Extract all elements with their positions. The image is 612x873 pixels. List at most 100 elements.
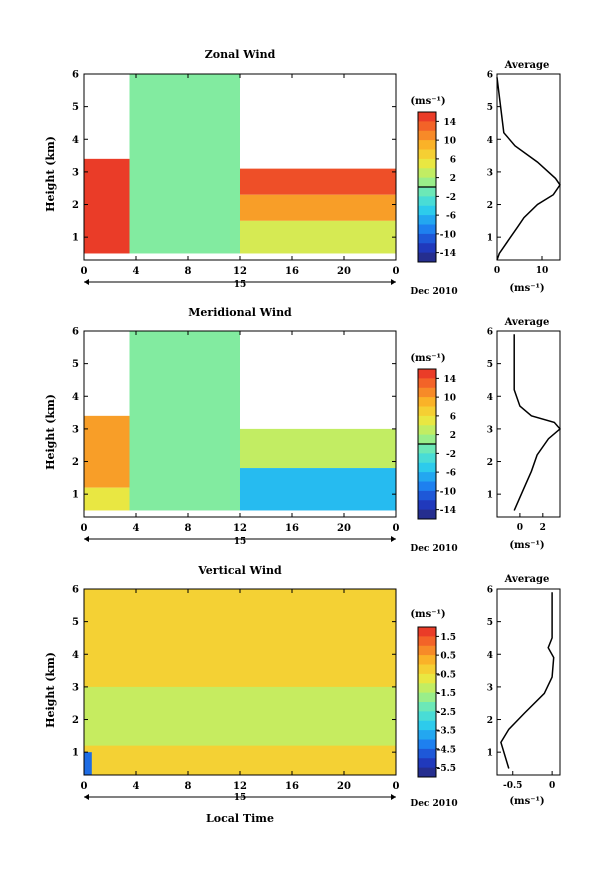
date-label-meridional: Dec 2010 [410, 544, 457, 554]
profile-y-tick-label: 3 [487, 683, 493, 693]
colorbar-segment [418, 397, 436, 407]
x-tick-label: 0 [81, 523, 88, 534]
heatmap-region [84, 158, 130, 254]
day-label-zonal: 15 [234, 280, 247, 290]
profile-y-tick-label: 1 [487, 491, 493, 501]
colorbar-segment [418, 415, 436, 426]
y-tick-label: 1 [72, 233, 79, 244]
colorbar-frame [417, 626, 437, 778]
colorbar-segment [418, 215, 436, 225]
colorbar-segment [418, 243, 436, 254]
colorbar-segment [418, 224, 436, 235]
colorbar-tick-label: 2 [450, 174, 456, 184]
colorbar-segment [418, 378, 436, 389]
panel-title-meridional: Meridional Wind [188, 306, 292, 319]
colorbar-tick-label: -14 [440, 249, 456, 259]
colorbar-segment [418, 196, 436, 207]
y-tick-label: 3 [72, 167, 79, 178]
profile-y-tick-label: 1 [487, 749, 493, 759]
heatmap-region [240, 220, 396, 254]
day-label-meridional: 15 [234, 537, 247, 547]
colorbar-tick-label: 0.5 [440, 652, 456, 662]
x-tick-label: 20 [337, 781, 351, 792]
profile-xlabel-meridional: (ms⁻¹) [509, 540, 544, 551]
y-tick-label: 6 [72, 585, 79, 596]
colorbar-segment [418, 692, 436, 703]
y-axis-label-zonal: Height (km) [44, 136, 57, 212]
colorbar-unit-meridional: (ms⁻¹) [410, 353, 445, 364]
profile-line [500, 592, 555, 769]
heatmap-region [84, 589, 396, 775]
colorbar-tick-label: -10 [440, 230, 456, 240]
heatmap-region [84, 487, 130, 511]
y-tick-label: 5 [72, 359, 79, 370]
colorbar-segment [418, 130, 436, 141]
profile-y-tick-label: 5 [487, 103, 493, 113]
colorbar-tick-label: -0.5 [437, 670, 456, 680]
profile-title-meridional: Average [504, 317, 550, 328]
y-tick-label: 4 [72, 392, 79, 403]
profile-xlabel-vertical: (ms⁻¹) [509, 796, 544, 807]
colorbar-segment [418, 425, 436, 436]
colorbar-tick-label: -14 [440, 506, 456, 516]
x-tick-label: 8 [185, 266, 192, 277]
colorbar-tick-label: 2 [450, 431, 456, 441]
colorbar-tick-label: -6 [446, 469, 456, 479]
colorbar-tick-label: -4.5 [437, 745, 456, 755]
colorbar-segment [418, 702, 436, 712]
profile-y-tick-label: 6 [487, 586, 493, 596]
profile-xlabel-zonal: (ms⁻¹) [509, 283, 544, 294]
date-label-vertical: Dec 2010 [410, 799, 457, 809]
colorbar-segment [418, 711, 436, 722]
colorbar-tick-label: 1.5 [440, 633, 456, 643]
colorbar-segment [418, 158, 436, 169]
heatmap-region [129, 74, 240, 254]
profile-y-tick-label: 4 [487, 393, 493, 403]
colorbar-segment [418, 645, 436, 656]
profile-y-tick-label: 4 [487, 651, 493, 661]
profile-y-tick-label: 6 [487, 328, 493, 338]
colorbar-segment [418, 720, 436, 731]
profile-x-tick-label: 0 [494, 266, 500, 276]
colorbar-segment [418, 406, 436, 417]
colorbar-segment [418, 490, 436, 501]
profile-y-tick-label: 2 [487, 458, 493, 468]
colorbar-segment [418, 444, 436, 454]
colorbar-segment [418, 767, 436, 778]
heatmap-region [240, 194, 396, 221]
heatmap-region [240, 168, 396, 195]
heatmap-region [84, 415, 130, 488]
profile-x-tick-label: 0 [549, 781, 555, 791]
colorbar-tick-label: -2.5 [437, 708, 456, 718]
x-tick-label: 16 [285, 266, 299, 277]
y-tick-label: 4 [72, 135, 79, 146]
colorbar-segment [418, 673, 436, 684]
profile-y-tick-label: 3 [487, 168, 493, 178]
y-tick-label: 4 [72, 650, 79, 661]
colorbar-tick-label: 10 [443, 137, 456, 147]
colorbar-tick-label: -3.5 [437, 727, 456, 737]
profile-frame [496, 73, 561, 261]
y-tick-label: 2 [72, 200, 79, 211]
colorbar-segment [418, 121, 436, 132]
y-tick-label: 1 [72, 490, 79, 501]
profile-x-tick-label: 2 [540, 523, 546, 533]
profile-y-tick-label: 5 [487, 618, 493, 628]
colorbar-segment [418, 387, 436, 398]
x-tick-label: 0 [393, 523, 400, 534]
colorbar-segment [418, 627, 436, 637]
profile-y-tick-label: 3 [487, 425, 493, 435]
colorbar-segment [418, 462, 436, 473]
x-tick-label: 16 [285, 523, 299, 534]
y-axis-label-meridional: Height (km) [44, 394, 57, 470]
colorbar-segment [418, 664, 436, 675]
profile-y-tick-label: 2 [487, 716, 493, 726]
colorbar-segment [418, 509, 436, 520]
colorbar-segment [418, 205, 436, 216]
profile-x-tick-label: -0.5 [503, 781, 522, 791]
profile-x-tick-label: 0 [517, 523, 523, 533]
y-tick-label: 6 [72, 70, 79, 81]
x-tick-label: 12 [233, 781, 247, 792]
